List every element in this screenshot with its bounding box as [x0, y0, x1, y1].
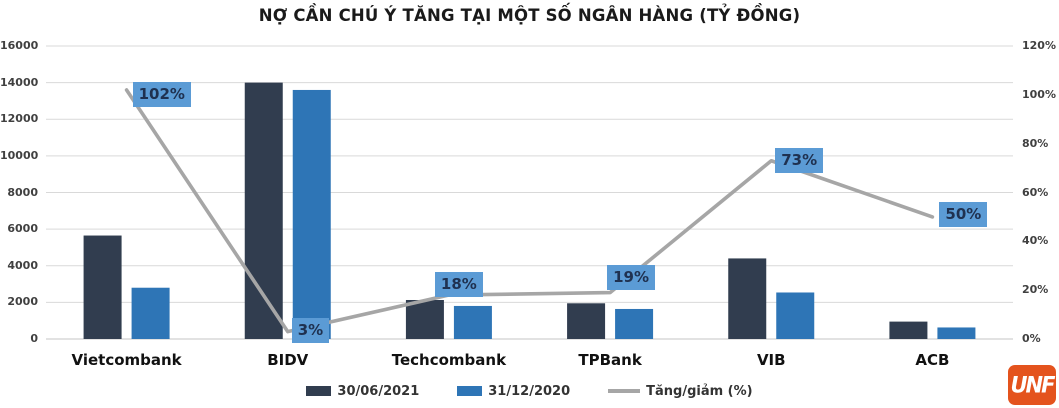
- legend-line-swatch: [608, 389, 641, 393]
- unf-logo: UNF: [1008, 365, 1056, 405]
- left-axis-tick: 0: [30, 332, 38, 345]
- bar-31-12-2020-ACB: [937, 327, 976, 339]
- left-axis-tick: 16000: [0, 39, 39, 52]
- bar-31-12-2020-VIB: [776, 292, 815, 339]
- right-axis-tick: 20%: [1022, 283, 1049, 297]
- point-label-Techcombank: 18%: [434, 272, 483, 298]
- legend-bar-swatch-blue: [457, 386, 483, 396]
- legend-item-change: Tăng/giảm (%): [608, 383, 753, 399]
- right-axis-tick: 120%: [1022, 39, 1056, 52]
- category-label-VIB: VIB: [756, 351, 786, 369]
- legend-label-change: Tăng/giảm (%): [646, 383, 753, 399]
- legend: 30/06/2021 31/12/2020 Tăng/giảm (%): [0, 378, 1059, 404]
- legend-bar-swatch-dark: [306, 386, 332, 396]
- category-label-TPBank: TPBank: [578, 351, 642, 369]
- right-axis-tick: 0%: [1022, 332, 1041, 345]
- right-axis-tick: 40%: [1022, 234, 1049, 248]
- left-axis-tick: 14000: [0, 75, 39, 89]
- point-label-BIDV: 3%: [291, 317, 330, 343]
- bar-30-06-2021-ACB: [889, 321, 928, 339]
- left-axis-tick: 12000: [0, 112, 39, 126]
- bar-30-06-2021-Techcombank: [405, 299, 444, 339]
- point-label-VIB: 73%: [775, 147, 824, 173]
- unf-logo-text: UNF: [1010, 372, 1056, 398]
- left-axis-tick: 2000: [7, 295, 38, 309]
- bar-30-06-2021-Vietcombank: [83, 235, 122, 339]
- left-axis-tick: 4000: [7, 258, 38, 272]
- left-axis-tick: 6000: [7, 222, 38, 236]
- left-axis-tick: 10000: [0, 148, 39, 162]
- category-label-BIDV: BIDV: [267, 351, 309, 369]
- category-label-Vietcombank: Vietcombank: [71, 351, 182, 369]
- right-axis-tick: 80%: [1022, 136, 1049, 150]
- legend-item-2021: 30/06/2021: [306, 384, 419, 399]
- point-label-TPBank: 19%: [607, 264, 655, 290]
- legend-label-2020: 31/12/2020: [488, 383, 571, 399]
- point-label-ACB: 50%: [939, 201, 988, 227]
- bar-30-06-2021-BIDV: [244, 82, 283, 339]
- legend-item-2020: 31/12/2020: [457, 384, 570, 399]
- legend-label-2021: 30/06/2021: [337, 383, 420, 399]
- category-label-ACB: ACB: [915, 351, 950, 369]
- right-axis-tick: 100%: [1022, 87, 1056, 101]
- right-axis-tick: 60%: [1022, 185, 1049, 199]
- left-axis-tick: 8000: [7, 185, 38, 199]
- bar-31-12-2020-BIDV: [292, 89, 331, 339]
- bar-30-06-2021-TPBank: [567, 303, 606, 339]
- bar-30-06-2021-VIB: [728, 258, 767, 339]
- bar-31-12-2020-Techcombank: [453, 305, 492, 339]
- bar-31-12-2020-TPBank: [615, 308, 654, 339]
- bar-31-12-2020-Vietcombank: [131, 287, 170, 339]
- chart-title: NỢ CẦN CHÚ Ý TĂNG TẠI MỘT SỐ NGÂN HÀNG (…: [258, 6, 801, 25]
- point-label-Vietcombank: 102%: [132, 81, 191, 107]
- category-label-Techcombank: Techcombank: [391, 351, 507, 369]
